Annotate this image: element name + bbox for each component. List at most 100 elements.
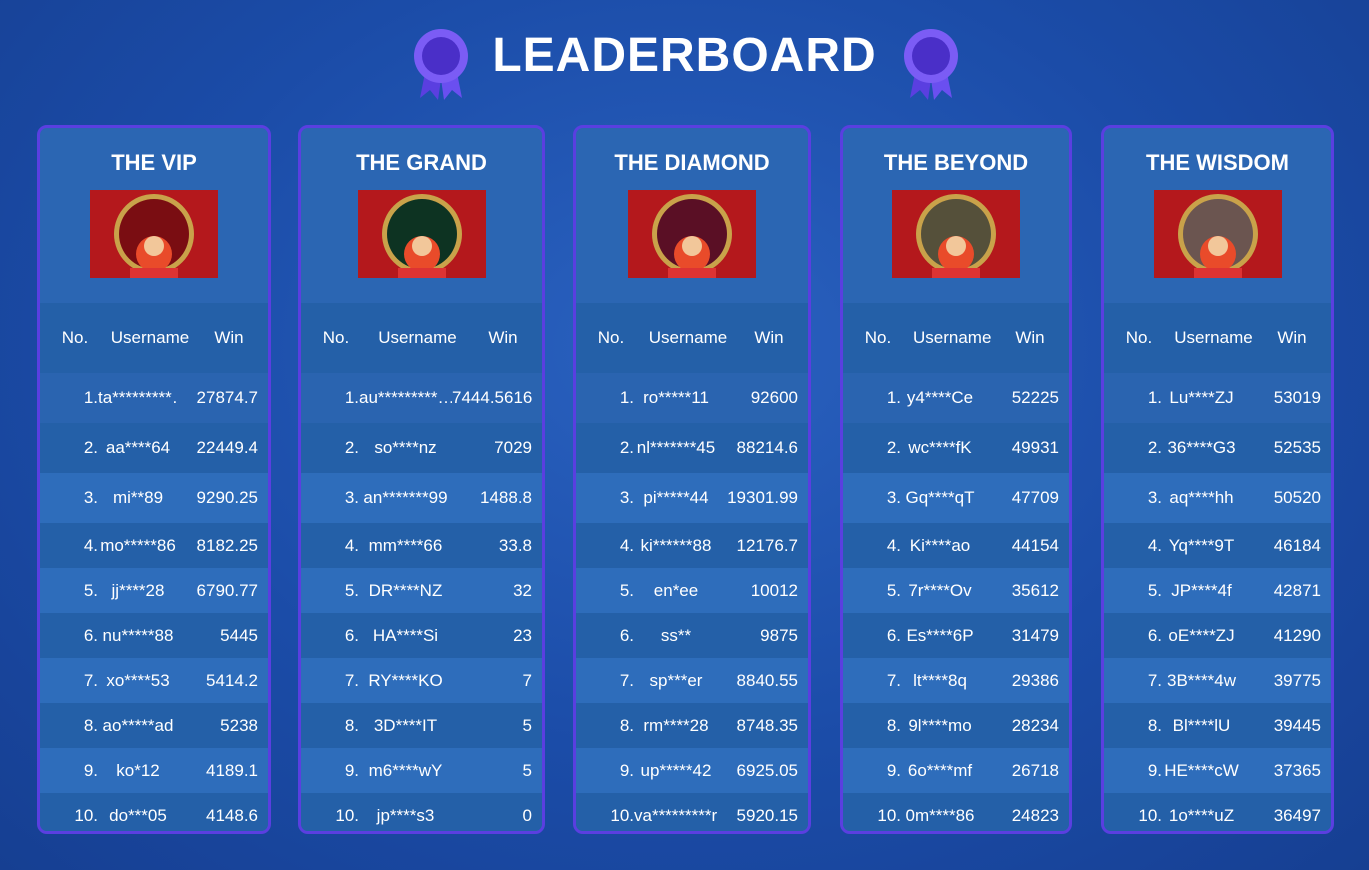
rank-cell: 9. <box>40 761 98 781</box>
win: 5414.2 <box>206 670 258 690</box>
rank-cell: 2. <box>40 438 98 458</box>
rank: 1. <box>344 388 359 407</box>
rank-cell: 7. <box>576 671 634 691</box>
rank: 9. <box>1147 760 1162 780</box>
table-row: 8. 3D****IT 5 <box>301 703 542 748</box>
table-row: 1. y4****Ce 52225 <box>843 373 1069 423</box>
table-row: 2. nl*******45 88214.6 <box>576 423 808 473</box>
rank: 2. <box>83 438 98 457</box>
username: mo*****86 <box>100 535 176 555</box>
table-row: 6. ss** 9875 <box>576 613 808 658</box>
username: Lu****ZJ <box>1169 388 1234 407</box>
table-row: 10. do***05 4148.6 <box>40 793 268 831</box>
win: 33.8 <box>498 535 532 555</box>
username: an*******99 <box>363 488 448 507</box>
username: jj****28 <box>111 580 165 600</box>
win: 7 <box>522 670 532 690</box>
win: 35612 <box>1011 580 1059 600</box>
rank-cell: 3. <box>843 488 901 508</box>
table-row: 6. oE****ZJ 41290 <box>1104 613 1331 658</box>
username: 36****G3 <box>1167 438 1236 457</box>
rank: 1. <box>619 388 634 407</box>
username: ta*********… <box>98 388 178 407</box>
rank: 10. <box>335 805 359 825</box>
win: 50520 <box>1273 488 1321 507</box>
table-row: 3. an*******99 1488.8 <box>301 473 542 523</box>
medal-icon <box>414 29 468 100</box>
username: ko*12 <box>116 760 160 780</box>
rank-cell: 3. <box>301 488 359 508</box>
win: 31479 <box>1011 625 1059 645</box>
rank: 9. <box>619 760 634 780</box>
win: 88214.6 <box>736 438 798 457</box>
rank-cell: 9. <box>576 761 634 781</box>
rank-cell: 8. <box>576 716 634 736</box>
rank: 2. <box>344 438 359 457</box>
table-row: 9. 6o****mf 26718 <box>843 748 1069 793</box>
rank-cell: 10. <box>40 806 98 826</box>
win: 29386 <box>1011 670 1059 690</box>
rank-cell: 9. <box>843 761 901 781</box>
rank-cell: 3. <box>576 488 634 508</box>
username: xo****53 <box>106 670 170 690</box>
table-row: 8. ao*****ad 5238 <box>40 703 268 748</box>
rank: 2. <box>619 438 634 457</box>
username: mm****66 <box>368 535 443 555</box>
board-image <box>357 190 486 283</box>
rank-cell: 6. <box>576 626 634 646</box>
header-cell: No. <box>597 328 625 347</box>
rank-cell: 2. <box>576 438 634 458</box>
table-row: 4. ki******88 12176.7 <box>576 523 808 568</box>
win: 5 <box>522 760 532 780</box>
username: HE****cW <box>1164 760 1239 780</box>
rank-cell: 6. <box>1104 626 1162 646</box>
win: 36497 <box>1273 805 1321 825</box>
rank-cell: 8. <box>40 716 98 736</box>
rank-cell: 1. <box>843 388 901 408</box>
win: 39445 <box>1273 715 1321 735</box>
rank-cell: 4. <box>1104 536 1162 556</box>
table-row: 5. DR****NZ 32 <box>301 568 542 613</box>
rank: 7. <box>1147 670 1162 690</box>
win: 6790.77 <box>196 580 258 600</box>
table-row: 4. mo*****86 8182.25 <box>40 523 268 568</box>
username: aq****hh <box>1169 488 1234 507</box>
rank: 6. <box>83 625 98 645</box>
table-header: No. Username Win <box>843 303 1069 373</box>
rank-cell: 8. <box>301 716 359 736</box>
page-title: LEADERBOARD <box>492 29 877 82</box>
username: Es****6P <box>906 625 974 645</box>
win: 0 <box>522 805 532 825</box>
win: 23 <box>513 625 532 645</box>
rank: 5. <box>83 580 98 600</box>
username: au*********… <box>359 388 452 407</box>
win: 8748.35 <box>736 715 798 735</box>
username: Ki****ao <box>909 535 971 555</box>
win: 46184 <box>1273 535 1321 555</box>
table-row: 3. aq****hh 50520 <box>1104 473 1331 523</box>
win: 32 <box>513 580 532 600</box>
win: 47709 <box>1011 488 1059 507</box>
rank-cell: 2. <box>843 438 901 458</box>
win: 42871 <box>1273 580 1321 600</box>
table-row: 3. mi**89 9290.25 <box>40 473 268 523</box>
rank-cell: 10. <box>843 806 901 826</box>
username: RY****KO <box>368 670 443 690</box>
username: jp****s3 <box>376 805 435 825</box>
rank: 10. <box>74 805 98 825</box>
rank: 6. <box>344 625 359 645</box>
username: nu*****88 <box>102 625 174 645</box>
rank: 3. <box>83 488 98 507</box>
card-art <box>357 190 486 278</box>
win: 9875 <box>760 625 798 645</box>
rank-cell: 1. <box>40 388 98 408</box>
table-row: 7. lt****8q 29386 <box>843 658 1069 703</box>
table-row: 5. jj****28 6790.77 <box>40 568 268 613</box>
username: 3B****4w <box>1167 670 1236 690</box>
username: ss** <box>660 625 692 645</box>
rank: 5. <box>886 580 901 600</box>
rank-cell: 4. <box>301 536 359 556</box>
rank-cell: 6. <box>843 626 901 646</box>
header-cell: No. <box>1125 328 1153 347</box>
rank: 3. <box>619 488 634 507</box>
